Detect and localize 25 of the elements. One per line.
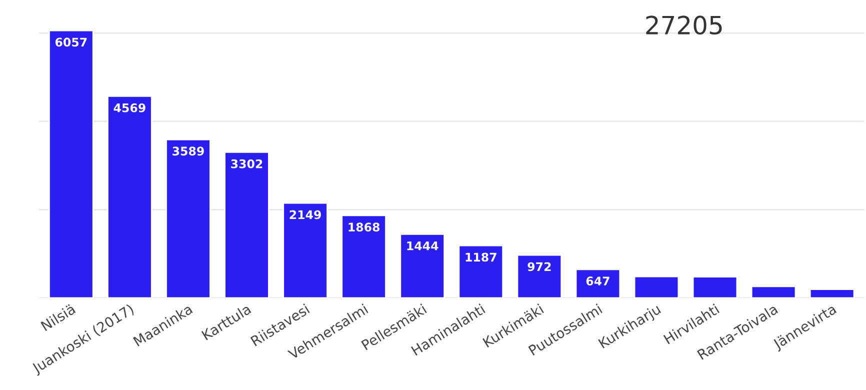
bar	[107, 96, 152, 298]
bar	[458, 244, 504, 298]
data-label: 3302	[231, 159, 262, 168]
data-label: 2149	[290, 210, 321, 220]
data-label: 1868	[348, 222, 380, 232]
bar	[341, 214, 386, 298]
bar	[282, 202, 328, 298]
bar	[166, 138, 211, 298]
bar	[400, 234, 445, 298]
data-label: 1444	[407, 242, 438, 250]
data-label: 4569	[114, 103, 146, 112]
data-label: 3589	[172, 146, 204, 156]
bar	[750, 286, 796, 298]
data-label: 647	[586, 276, 610, 286]
bar	[809, 288, 855, 298]
data-label: 972	[528, 262, 551, 272]
bar	[224, 151, 270, 298]
bar	[575, 268, 621, 298]
data-label: 6057	[55, 38, 87, 47]
data-label: 1187	[466, 252, 496, 262]
bar	[48, 30, 94, 298]
bar	[692, 276, 738, 298]
bar	[634, 276, 680, 298]
bar	[516, 254, 562, 298]
annotation: 27205	[646, 16, 722, 35]
